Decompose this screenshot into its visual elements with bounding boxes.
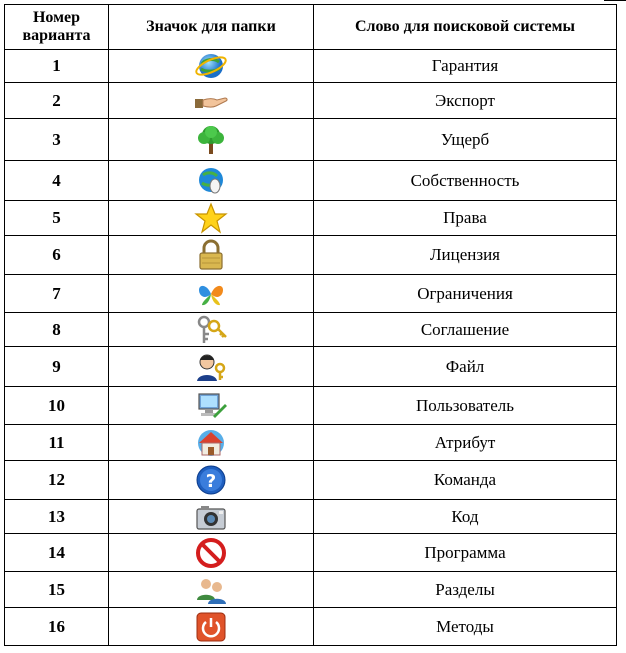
variant-number: 15: [4, 571, 109, 608]
corner-line: [604, 0, 626, 3]
table-row: 3 Ущерб: [4, 118, 617, 161]
table-row: 4 Собственность: [4, 160, 617, 201]
folder-icon-cell: [108, 312, 314, 347]
search-word: Экспорт: [313, 82, 617, 119]
folder-icon-cell: [108, 533, 314, 572]
folder-icon-cell: [108, 274, 314, 313]
ie-globe-icon: [193, 50, 229, 82]
camera-icon: [193, 501, 229, 533]
variant-number: 2: [4, 82, 109, 119]
table-row: 7 Ограничения: [4, 274, 617, 313]
variant-number: 9: [4, 346, 109, 387]
table-body: 1 Гарантия 2 Экспорт 3 Ущерб 4 Собственность 5 Пр…: [4, 49, 617, 646]
variant-number: 4: [4, 160, 109, 201]
folder-icon-cell: [108, 118, 314, 161]
variant-number: 14: [4, 533, 109, 572]
variant-number: 8: [4, 312, 109, 347]
users-group-icon: [193, 574, 229, 606]
search-word: Соглашение: [313, 312, 617, 347]
search-word: Файл: [313, 346, 617, 387]
sharing-hand-icon: [193, 85, 229, 117]
table-row: 11 Атрибут: [4, 424, 617, 461]
table-row: 8 Соглашение: [4, 312, 617, 347]
folder-icon-cell: [108, 499, 314, 534]
search-word: Программа: [313, 533, 617, 572]
padlock-icon: [193, 239, 229, 271]
variants-table: Номер варианта Значок для папки Слово дл…: [4, 4, 617, 646]
search-word: Лицензия: [313, 235, 617, 275]
folder-icon-cell: [108, 346, 314, 387]
header-number: Номер варианта: [4, 4, 109, 50]
table-row: 14 Программа: [4, 533, 617, 572]
variant-number: 5: [4, 200, 109, 236]
search-word: Пользователь: [313, 386, 617, 425]
variant-number: 12: [4, 460, 109, 500]
search-word: Разделы: [313, 571, 617, 608]
folder-icon-cell: [108, 424, 314, 461]
variant-number: 3: [4, 118, 109, 161]
search-word: Ограничения: [313, 274, 617, 313]
variant-number: 10: [4, 386, 109, 425]
computer-pencil-icon: [193, 390, 229, 422]
folder-icon-cell: [108, 235, 314, 275]
msn-butterfly-icon: [193, 278, 229, 310]
home-globe-icon: [193, 427, 229, 459]
table-row: 1 Гарантия: [4, 49, 617, 83]
globe-mouse-icon: [193, 165, 229, 197]
keys-icon: [193, 314, 229, 346]
header-icon: Значок для папки: [108, 4, 314, 50]
table-row: 9 Файл: [4, 346, 617, 387]
user-key-icon: [193, 351, 229, 383]
tree-icon: [193, 124, 229, 156]
search-word: Атрибут: [313, 424, 617, 461]
table-row: 6 Лицензия: [4, 235, 617, 275]
search-word: Методы: [313, 607, 617, 646]
folder-icon-cell: [108, 82, 314, 119]
prohibited-icon: [193, 537, 229, 569]
table-row: 12? Команда: [4, 460, 617, 500]
folder-icon-cell: [108, 200, 314, 236]
folder-icon-cell: [108, 571, 314, 608]
variant-number: 11: [4, 424, 109, 461]
search-word: Права: [313, 200, 617, 236]
search-word: Код: [313, 499, 617, 534]
power-button-icon: [193, 611, 229, 643]
search-word: Ущерб: [313, 118, 617, 161]
search-word: Команда: [313, 460, 617, 500]
search-word: Собственность: [313, 160, 617, 201]
svg-text:?: ?: [206, 471, 216, 492]
table-row: 10 Пользователь: [4, 386, 617, 425]
folder-icon-cell: [108, 386, 314, 425]
variant-number: 6: [4, 235, 109, 275]
folder-icon-cell: [108, 607, 314, 646]
star-icon: [193, 202, 229, 234]
folder-icon-cell: [108, 49, 314, 83]
variant-number: 7: [4, 274, 109, 313]
variant-number: 16: [4, 607, 109, 646]
folder-icon-cell: [108, 160, 314, 201]
table-row: 15 Разделы: [4, 571, 617, 608]
header-word: Слово для поисковой системы: [313, 4, 617, 50]
header-row: Номер варианта Значок для папки Слово дл…: [4, 4, 617, 50]
table-row: 13 Код: [4, 499, 617, 534]
variant-number: 13: [4, 499, 109, 534]
variant-number: 1: [4, 49, 109, 83]
help-question-icon: ?: [193, 464, 229, 496]
table-row: 2 Экспорт: [4, 82, 617, 119]
folder-icon-cell: ?: [108, 460, 314, 500]
search-word: Гарантия: [313, 49, 617, 83]
table-row: 16 Методы: [4, 607, 617, 646]
table-row: 5 Права: [4, 200, 617, 236]
